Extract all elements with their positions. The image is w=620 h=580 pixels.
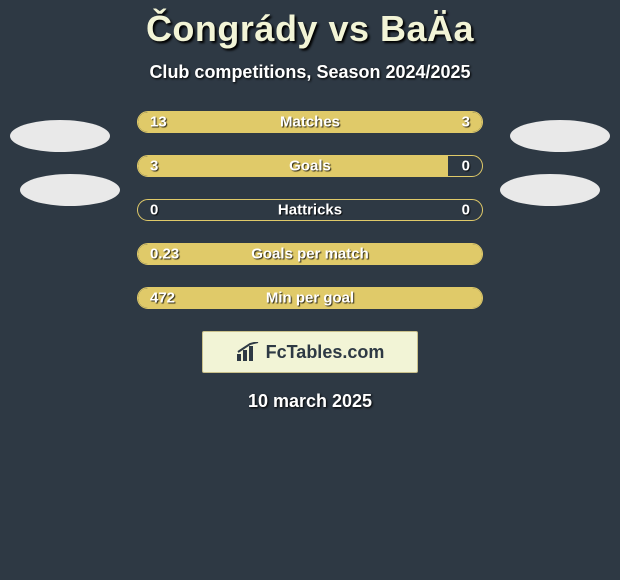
stat-label: Min per goal bbox=[266, 290, 354, 307]
player-silhouette-right-1 bbox=[510, 120, 610, 152]
stat-label: Matches bbox=[280, 114, 340, 131]
player-silhouette-left-1 bbox=[10, 120, 110, 152]
brand-badge: FcTables.com bbox=[202, 331, 418, 373]
stats-container: 13 Matches 3 3 Goals 0 0 Hattricks 0 0.2… bbox=[137, 111, 483, 309]
stat-value-left: 0.23 bbox=[150, 246, 179, 263]
stat-label: Goals per match bbox=[251, 246, 369, 263]
brand-text: FcTables.com bbox=[266, 342, 385, 363]
stat-row-min-per-goal: 472 Min per goal bbox=[137, 287, 483, 309]
stat-value-left: 472 bbox=[150, 290, 175, 307]
page-title: Čongrády vs BaÄa bbox=[0, 0, 620, 50]
player-silhouette-left-2 bbox=[20, 174, 120, 206]
stat-value-left: 3 bbox=[150, 158, 158, 175]
stat-row-goals: 3 Goals 0 bbox=[137, 155, 483, 177]
stat-value-right: 0 bbox=[462, 202, 470, 219]
stat-value-left: 13 bbox=[150, 114, 167, 131]
player-silhouette-right-2 bbox=[500, 174, 600, 206]
stat-label: Goals bbox=[289, 158, 331, 175]
stat-row-hattricks: 0 Hattricks 0 bbox=[137, 199, 483, 221]
stat-value-right: 3 bbox=[462, 114, 470, 131]
stat-fill-right bbox=[417, 112, 482, 132]
stat-fill-left bbox=[138, 112, 417, 132]
stat-value-right: 0 bbox=[462, 158, 470, 175]
stat-row-matches: 13 Matches 3 bbox=[137, 111, 483, 133]
stat-label: Hattricks bbox=[278, 202, 342, 219]
date-label: 10 march 2025 bbox=[0, 391, 620, 412]
bar-chart-icon bbox=[236, 342, 260, 362]
stat-row-goals-per-match: 0.23 Goals per match bbox=[137, 243, 483, 265]
stat-value-left: 0 bbox=[150, 202, 158, 219]
subtitle: Club competitions, Season 2024/2025 bbox=[0, 62, 620, 83]
